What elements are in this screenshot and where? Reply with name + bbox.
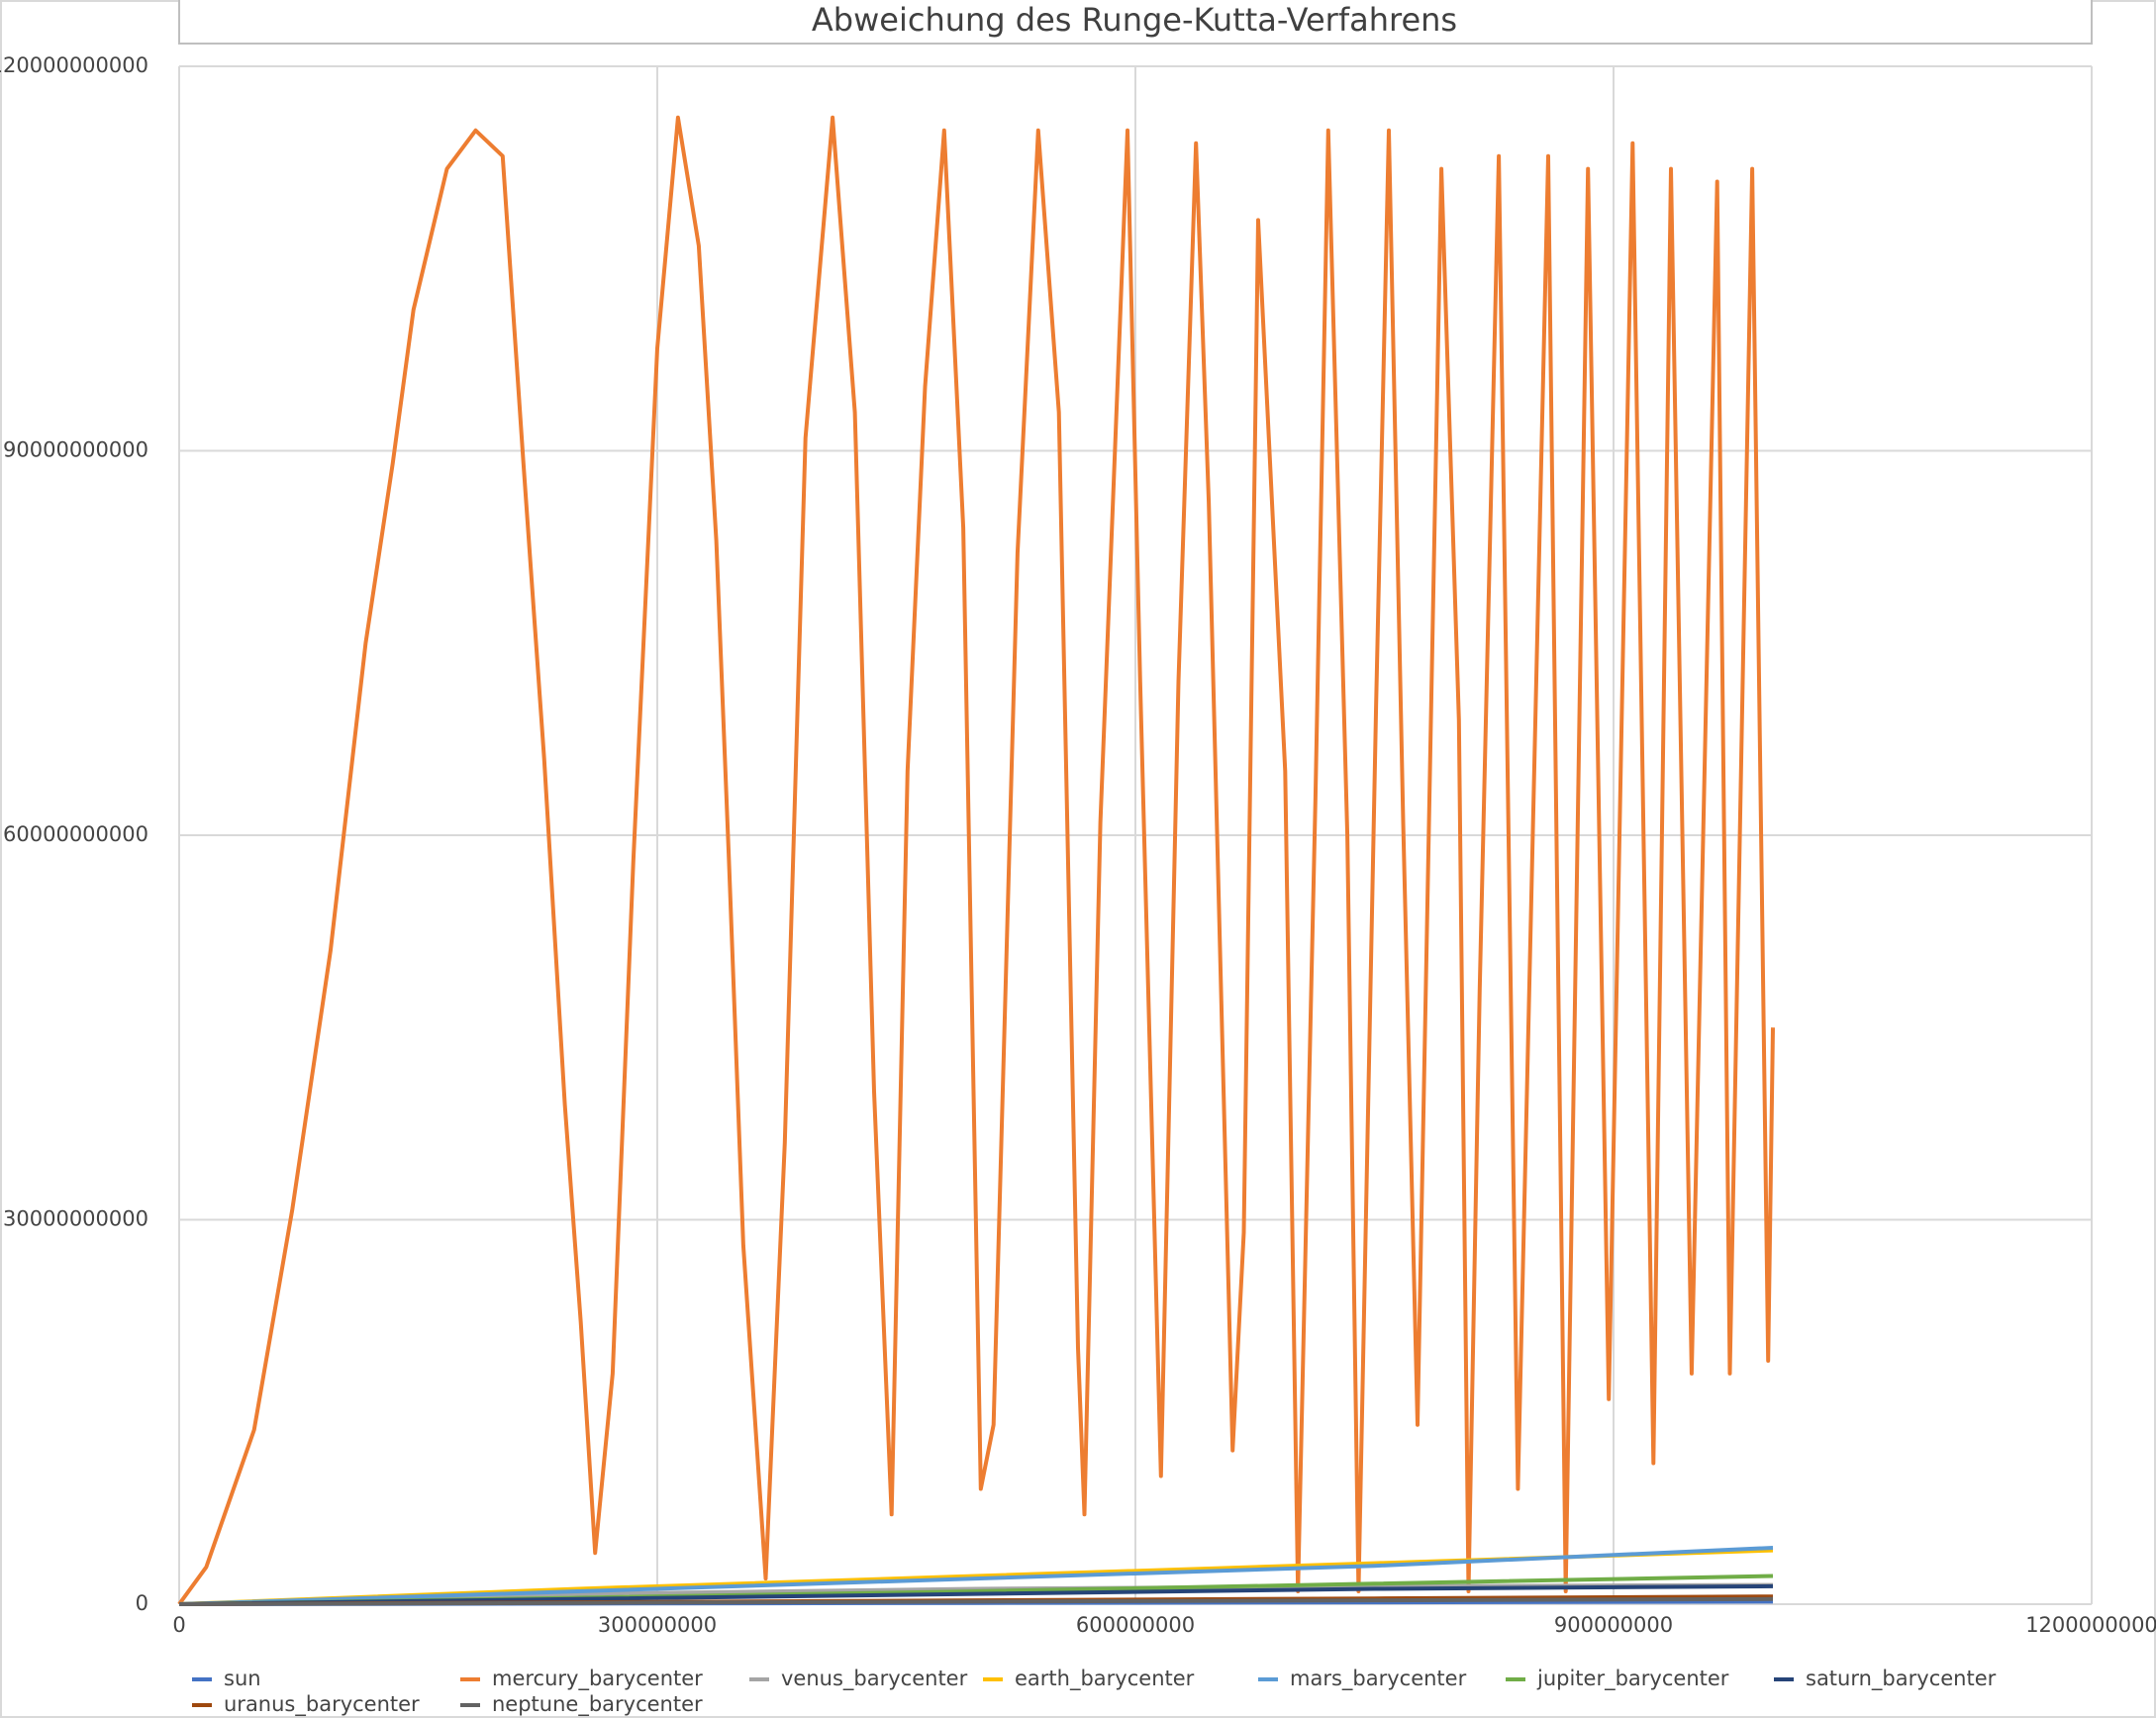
legend-label: saturn_barycenter [1806,1667,1997,1691]
y-tick-label: 120000000000 [0,53,148,77]
legend-label: mercury_barycenter [492,1667,703,1691]
chart-title: Abweichung des Runge-Kutta-Verfahrens [812,1,1457,39]
legend-label: uranus_barycenter [224,1692,420,1717]
x-tick-label: 900000000 [1554,1613,1673,1637]
y-tick-label: 60000000000 [3,822,148,846]
series-line [178,1546,1774,1606]
title-box [178,0,2093,45]
y-tick-label: 0 [136,1591,148,1615]
y-tick-label: 90000000000 [3,438,148,462]
legend-label: jupiter_barycenter [1536,1667,1729,1691]
legend-label: sun [224,1667,261,1690]
legend-label: neptune_barycenter [492,1692,703,1717]
x-tick-label: 1200000000 [2025,1613,2156,1637]
y-tick-label: 30000000000 [3,1207,148,1231]
legend-label: earth_barycenter [1015,1667,1195,1691]
series-line [178,1583,1774,1606]
x-tick-label: 600000000 [1076,1613,1195,1637]
legend-label: venus_barycenter [781,1667,968,1691]
legend-label: mars_barycenter [1290,1667,1467,1691]
x-tick-label: 0 [172,1613,185,1637]
x-tick-label: 300000000 [598,1613,717,1637]
series-line [177,115,1775,1606]
series-line [178,1596,1774,1606]
